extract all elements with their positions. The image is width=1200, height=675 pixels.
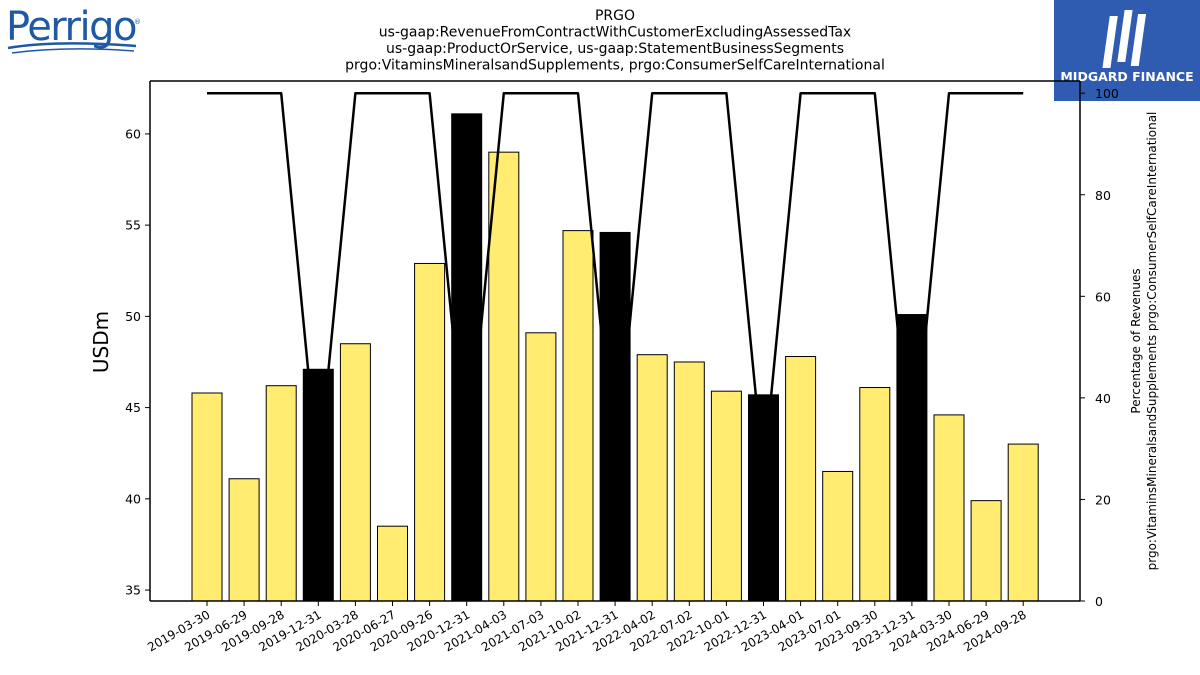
- right-y-ticks: 0 20 40 60 80 100: [1080, 86, 1119, 609]
- bar: [785, 356, 817, 602]
- chart-title-line: us-gaap:RevenueFromContractWithCustomerE…: [379, 25, 851, 41]
- y-axis-label: USDm: [89, 311, 113, 373]
- bar: [302, 368, 334, 602]
- midgard-finance-logo: MIDGARD FINANCE: [1054, 0, 1200, 101]
- bar: [339, 343, 371, 602]
- registered-mark: ®: [134, 18, 141, 26]
- y2-axis-label-line: prgo:VitaminsMineralsandSupplements prgo…: [1145, 112, 1159, 571]
- bar: [933, 414, 965, 602]
- bar: [748, 394, 779, 602]
- y-tick-label: 50: [125, 309, 141, 324]
- chart-title-line: PRGO: [595, 8, 635, 24]
- bar: [859, 387, 891, 602]
- y2-tick-label: 20: [1095, 492, 1111, 507]
- bar: [673, 361, 705, 602]
- bar: [710, 390, 742, 602]
- chart-title-line: us-gaap:ProductOrService, us-gaap:Statem…: [386, 41, 844, 57]
- bar: [451, 113, 483, 602]
- midgard-finance-label: MIDGARD FINANCE: [1060, 69, 1194, 84]
- y-tick-label: 35: [125, 583, 141, 598]
- bar: [377, 525, 408, 602]
- perrigo-swoosh-icon: [7, 42, 137, 54]
- bar: [525, 332, 557, 602]
- bars: [191, 113, 1039, 602]
- y2-tick-label: 60: [1095, 289, 1111, 304]
- y-tick-label: 45: [125, 400, 141, 415]
- bar: [599, 231, 631, 602]
- y-tick-label: 60: [125, 126, 141, 141]
- y2-tick-label: 40: [1095, 391, 1111, 406]
- percentage-line-series: [207, 91, 1024, 476]
- chart-title: PRGOus-gaap:RevenueFromContractWithCusto…: [345, 8, 885, 74]
- midgard-emblem-icon: [1102, 10, 1147, 68]
- y-tick-label: 55: [125, 218, 141, 233]
- bar: [228, 478, 260, 602]
- percentage-line: [207, 91, 1024, 476]
- left-y-ticks: 35 40 45 50 55 60: [125, 126, 150, 598]
- bar: [488, 151, 520, 602]
- bar: [636, 354, 668, 602]
- bar: [265, 385, 297, 602]
- bar: [414, 262, 446, 602]
- perrigo-logo: Perrigo ®: [6, 4, 141, 56]
- bar: [822, 470, 854, 602]
- x-ticks: 2019-03-302019-06-292019-09-282019-12-31…: [145, 601, 1029, 654]
- y2-tick-label: 100: [1095, 86, 1119, 101]
- y-tick-label: 40: [125, 491, 141, 506]
- y2-tick-label: 0: [1095, 594, 1103, 609]
- chart-title-line: prgo:VitaminsMineralsandSupplements, prg…: [345, 58, 885, 74]
- bar: [1007, 443, 1039, 602]
- bar: [970, 500, 1002, 602]
- y2-axis-label: Percentage of Revenues prgo:VitaminsMiner…: [1129, 112, 1159, 571]
- bar: [562, 230, 594, 602]
- bar: [191, 392, 223, 602]
- y2-tick-label: 80: [1095, 188, 1111, 203]
- y2-axis-label-line: Percentage of Revenues: [1129, 268, 1143, 413]
